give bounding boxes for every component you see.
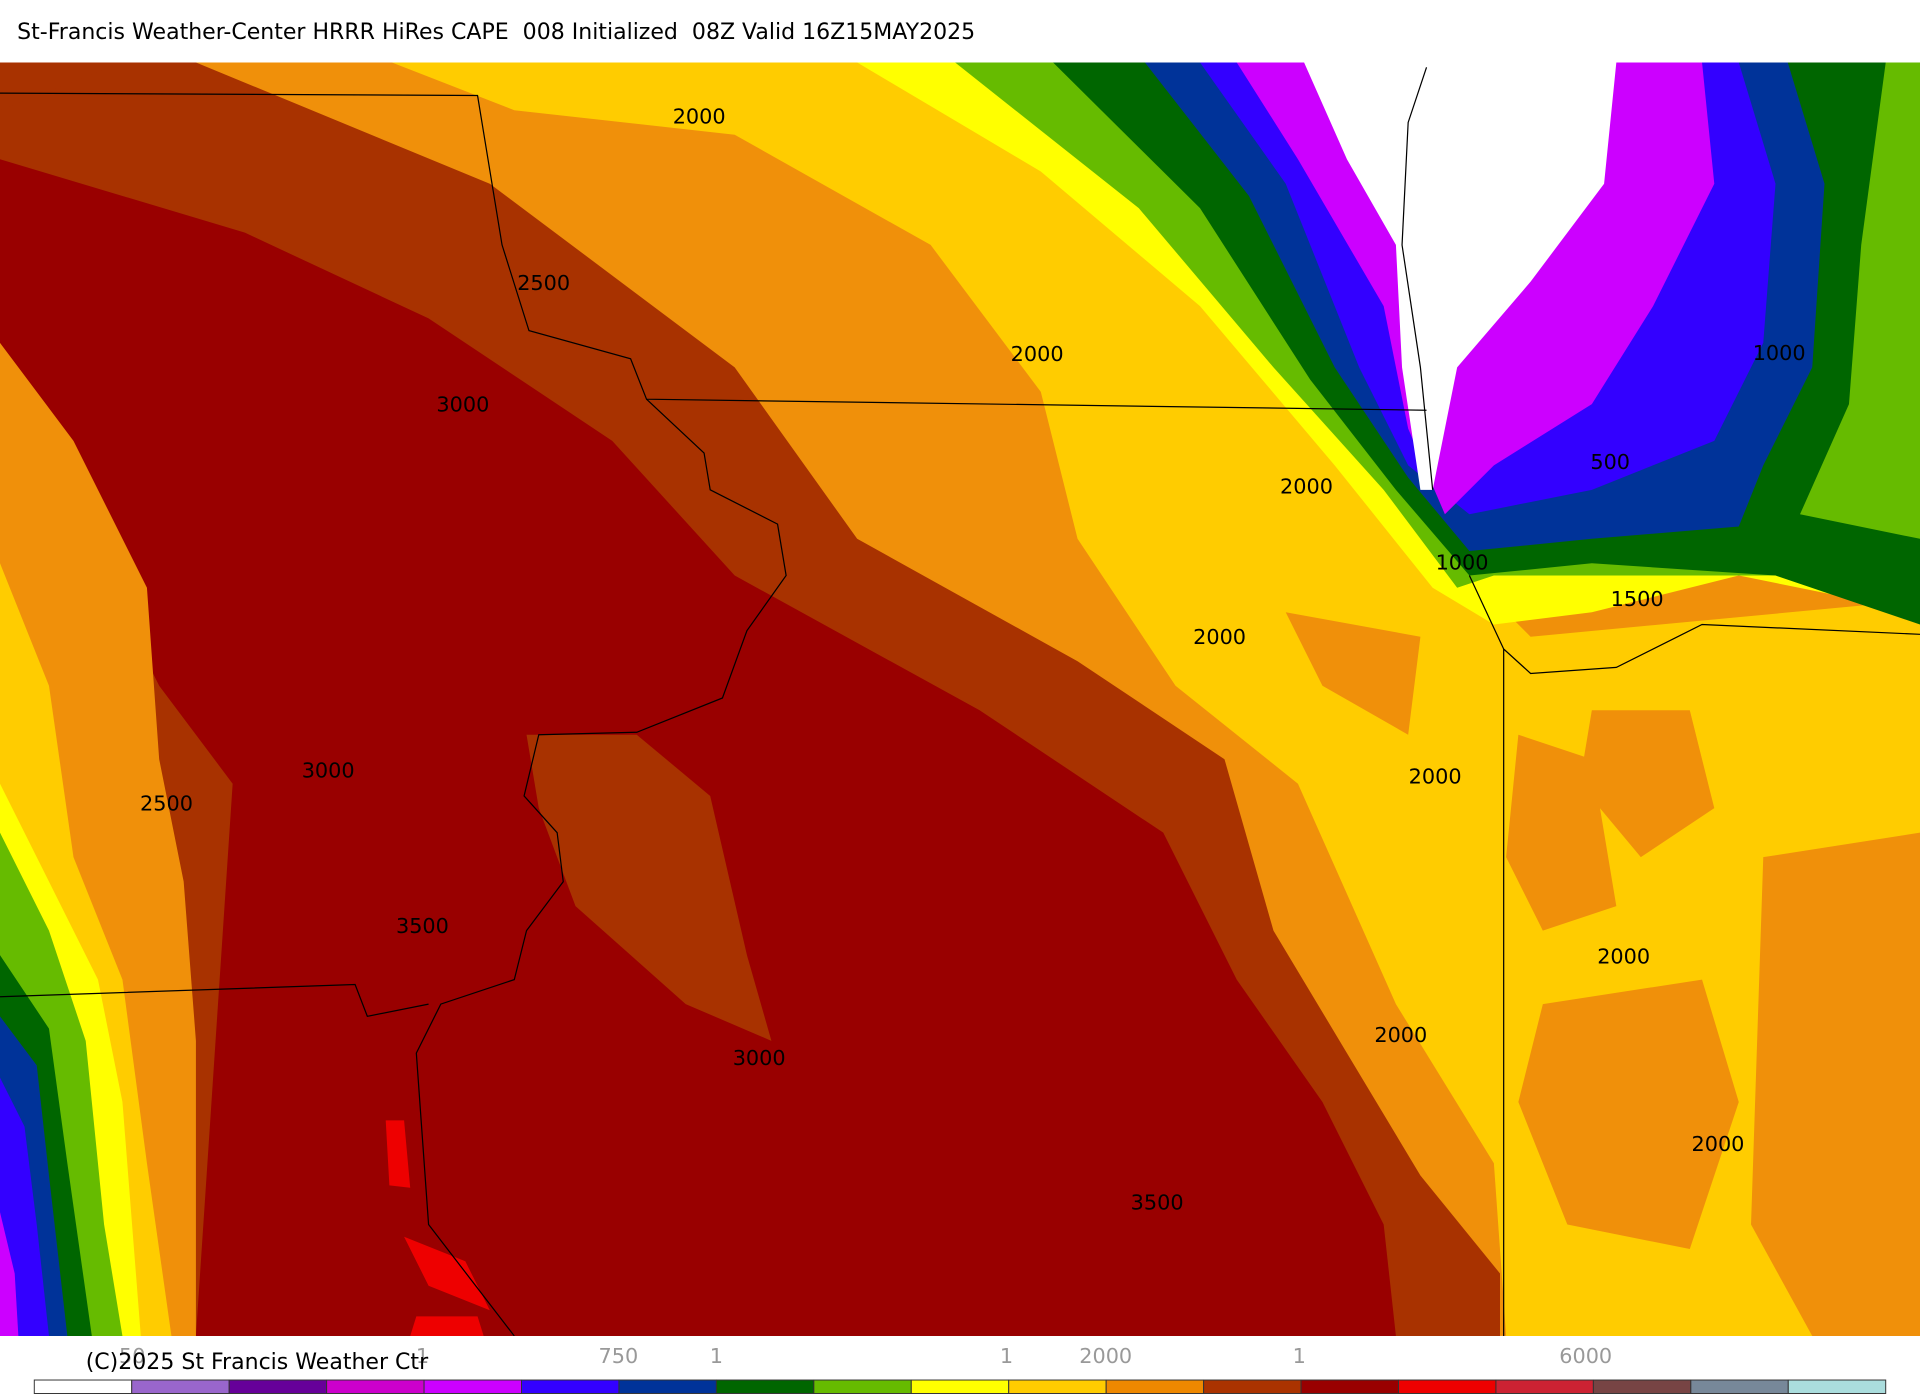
contour-label: 1000 — [1753, 341, 1806, 365]
contour-label: 3500 — [396, 914, 449, 938]
colorbar-swatch — [326, 1379, 425, 1394]
map: 2000 2500 3000 2000 2000 1000 2000 500 1000 1500 2… — [0, 62, 1920, 1336]
colorbar-label: 1 — [416, 1344, 429, 1368]
contour-label: 3000 — [436, 392, 489, 416]
colorbar-swatch — [1008, 1379, 1107, 1394]
cape-orange-patch — [808, 232, 1920, 1336]
colorbar-label: 6000 — [1559, 1344, 1612, 1368]
contour-label: 500 — [1590, 450, 1630, 474]
title: St-Francis Weather-Center HRRR HiRes CAP… — [17, 20, 975, 45]
coastline — [1401, 67, 1434, 490]
colorbar-swatch — [131, 1379, 230, 1394]
colorbar-label: 50 — [119, 1344, 145, 1368]
contour-label: 2500 — [517, 271, 570, 295]
contour-labels: 2000 2500 3000 2000 2000 1000 2000 500 1000 1500 2… — [140, 105, 1806, 1215]
contour-label: 1500 — [1611, 587, 1664, 611]
cape-brown — [526, 734, 772, 1041]
colorbar-label: 750 — [599, 1344, 639, 1368]
colorbar-label: 2000 — [1079, 1344, 1132, 1368]
cape-dark-red — [0, 159, 1396, 1336]
colorbar-swatch — [1592, 1379, 1692, 1394]
colorbar-swatch — [1495, 1379, 1594, 1394]
contour-label: 3000 — [302, 758, 355, 782]
colorbar-swatch — [715, 1379, 815, 1394]
colorbar-swatch — [423, 1379, 522, 1394]
colorbar-swatch — [1300, 1379, 1399, 1394]
contour-label: 2000 — [1011, 342, 1064, 366]
colorbar-swatch — [33, 1379, 133, 1394]
contour-label: 2000 — [1597, 945, 1650, 969]
contour-label: 2000 — [1691, 1132, 1744, 1156]
colorbar-label: 1 — [710, 1344, 723, 1368]
colorbar-swatch — [1787, 1379, 1887, 1394]
colorbar-swatch — [813, 1379, 912, 1394]
contour-label: 2000 — [1409, 765, 1462, 789]
contour-label: 1000 — [1436, 550, 1489, 574]
colorbar-swatch — [1690, 1379, 1789, 1394]
contour-label: 3000 — [733, 1046, 786, 1070]
cape-red — [385, 1120, 490, 1336]
state-border — [415, 398, 787, 1336]
colorbar-label: 1 — [1293, 1344, 1306, 1368]
contour-label: 2000 — [673, 105, 726, 129]
colorbar-swatch — [618, 1379, 717, 1394]
copyright: (C)2025 St Francis Weather Ctr — [86, 1350, 429, 1375]
state-border — [0, 983, 429, 1018]
contour-label: 2000 — [1193, 625, 1246, 649]
colorbar-swatch — [910, 1379, 1010, 1394]
cape-left-magenta — [0, 1212, 19, 1336]
contour-label: 2000 — [1374, 1023, 1427, 1047]
lake — [1304, 62, 1617, 490]
contour-label: 2000 — [1280, 474, 1333, 498]
colorbar-swatch — [228, 1379, 328, 1394]
colorbar-swatch — [1203, 1379, 1302, 1394]
cape-brown — [0, 62, 123, 111]
contour-label: 2500 — [140, 792, 193, 816]
colorbar-swatch — [521, 1379, 620, 1394]
colorbar: 50 1 750 1 1 2000 1 6000 — [33, 1344, 1887, 1394]
colorbar-label: 1 — [1000, 1344, 1013, 1368]
cape-yellow — [391, 62, 1920, 1336]
state-border — [1468, 575, 1920, 1336]
colorbar-swatch — [1105, 1379, 1205, 1394]
contour-label: 3500 — [1131, 1191, 1184, 1215]
colorbar-swatch — [1398, 1379, 1497, 1394]
